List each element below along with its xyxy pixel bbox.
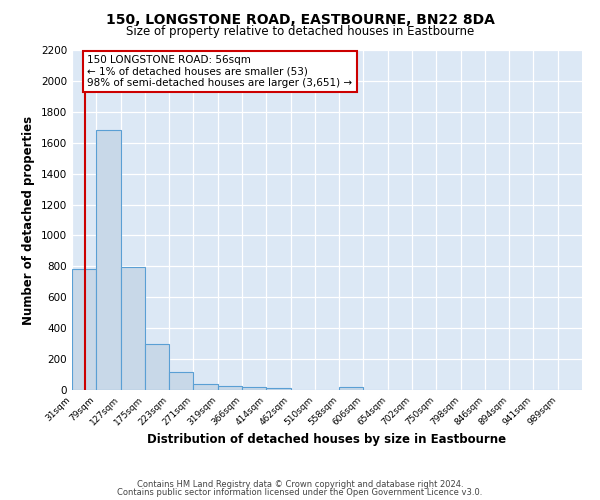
X-axis label: Distribution of detached houses by size in Eastbourne: Distribution of detached houses by size … bbox=[148, 432, 506, 446]
Bar bbox=[121, 267, 145, 390]
Bar bbox=[339, 387, 364, 390]
Text: 150 LONGSTONE ROAD: 56sqm
← 1% of detached houses are smaller (53)
98% of semi-d: 150 LONGSTONE ROAD: 56sqm ← 1% of detach… bbox=[88, 55, 352, 88]
Bar bbox=[145, 344, 169, 390]
Bar bbox=[96, 130, 121, 390]
Bar bbox=[169, 372, 193, 390]
Bar bbox=[218, 386, 242, 390]
Y-axis label: Number of detached properties: Number of detached properties bbox=[22, 116, 35, 324]
Text: 150, LONGSTONE ROAD, EASTBOURNE, BN22 8DA: 150, LONGSTONE ROAD, EASTBOURNE, BN22 8D… bbox=[106, 12, 494, 26]
Bar bbox=[72, 270, 96, 390]
Bar bbox=[266, 388, 290, 390]
Bar bbox=[193, 384, 218, 390]
Text: Contains public sector information licensed under the Open Government Licence v3: Contains public sector information licen… bbox=[118, 488, 482, 497]
Text: Contains HM Land Registry data © Crown copyright and database right 2024.: Contains HM Land Registry data © Crown c… bbox=[137, 480, 463, 489]
Text: Size of property relative to detached houses in Eastbourne: Size of property relative to detached ho… bbox=[126, 25, 474, 38]
Bar bbox=[242, 386, 266, 390]
